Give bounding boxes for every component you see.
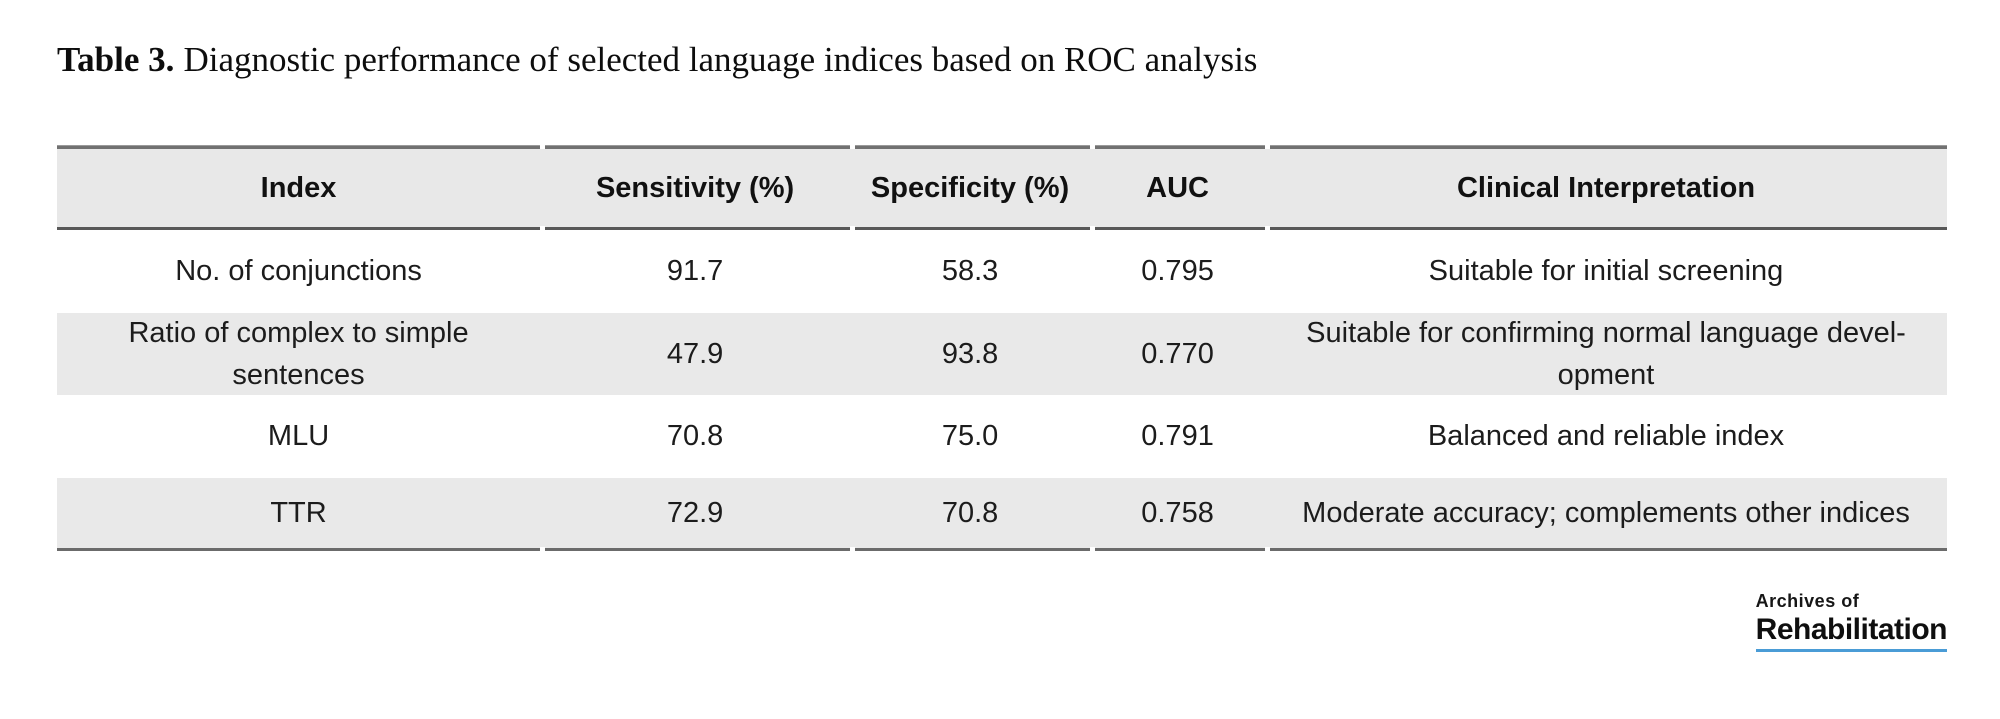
table-row: Ratio of complex to simple sentences 47.… [57,313,1947,395]
cell-auc: 0.770 [1141,337,1214,370]
border-gap [540,226,546,230]
cell-auc: 0.758 [1141,496,1214,529]
col-header-auc: AUC [1146,171,1209,204]
border-gap [850,547,856,551]
border-gap [540,145,546,149]
border-gap [1090,547,1096,551]
col-header-sensitivity: Sensitivity (%) [595,171,795,204]
col-header-specificity: Specificity (%) [870,171,1070,204]
table-row: TTR 72.9 70.8 0.758 Moderate accuracy; c… [57,478,1947,548]
cell-index: MLU [267,420,330,453]
border-gap [850,226,856,230]
cell-sensitivity: 70.8 [666,420,724,453]
table-bottom-border [57,547,1947,551]
header-divider [57,226,1947,230]
border-gap [850,145,856,149]
table-top-border [57,145,1947,149]
cell-auc: 0.791 [1141,420,1214,453]
cell-sensitivity: 72.9 [666,496,724,529]
cell-sensitivity: 47.9 [666,337,724,370]
cell-interpretation: Moderate accuracy; complements other ind… [1302,496,1910,529]
table-header-row: Index Sensitivity (%) Specificity (%) AU… [57,149,1947,227]
journal-logo: Archives of Rehabilitation [1755,591,1948,652]
border-gap [1265,547,1271,551]
border-gap [1265,226,1271,230]
cell-specificity: 70.8 [941,496,999,529]
table-row: MLU 70.8 75.0 0.791 Balanced and reliabl… [57,395,1947,478]
journal-logo-name-top: Archives of [1755,591,1860,611]
cell-interpretation: Suitable for initial screening [1428,255,1784,288]
data-table: Index Sensitivity (%) Specificity (%) AU… [57,145,1947,551]
journal-logo-underline [1755,649,1947,652]
cell-index: No. of conjunctions [175,255,422,288]
cell-specificity: 58.3 [941,255,999,288]
cell-index: TTR [270,496,327,529]
border-gap [540,547,546,551]
border-gap [1090,145,1096,149]
cell-interpretation: Suitable for confirming normal language … [1306,316,1906,391]
border-gap [1265,145,1271,149]
cell-index: Ratio of complex to simple sentences [128,316,469,391]
cell-specificity: 93.8 [941,337,999,370]
table-row: No. of conjunctions 91.7 58.3 0.795 Suit… [57,230,1947,313]
cell-sensitivity: 91.7 [666,255,724,288]
cell-auc: 0.795 [1141,255,1214,288]
table-caption-label: Table 3. [57,40,175,79]
cell-interpretation: Balanced and reliable index [1427,420,1785,453]
col-header-index: Index [260,171,337,204]
col-header-interpretation: Clinical Interpretation [1456,171,1756,204]
journal-logo-name: Rehabilitation [1755,613,1948,646]
cell-specificity: 75.0 [941,420,999,453]
table-caption: Table 3. Diagnostic performance of select… [57,40,1257,80]
border-gap [1090,226,1096,230]
table-caption-text: Diagnostic performance of selected langu… [183,40,1258,79]
